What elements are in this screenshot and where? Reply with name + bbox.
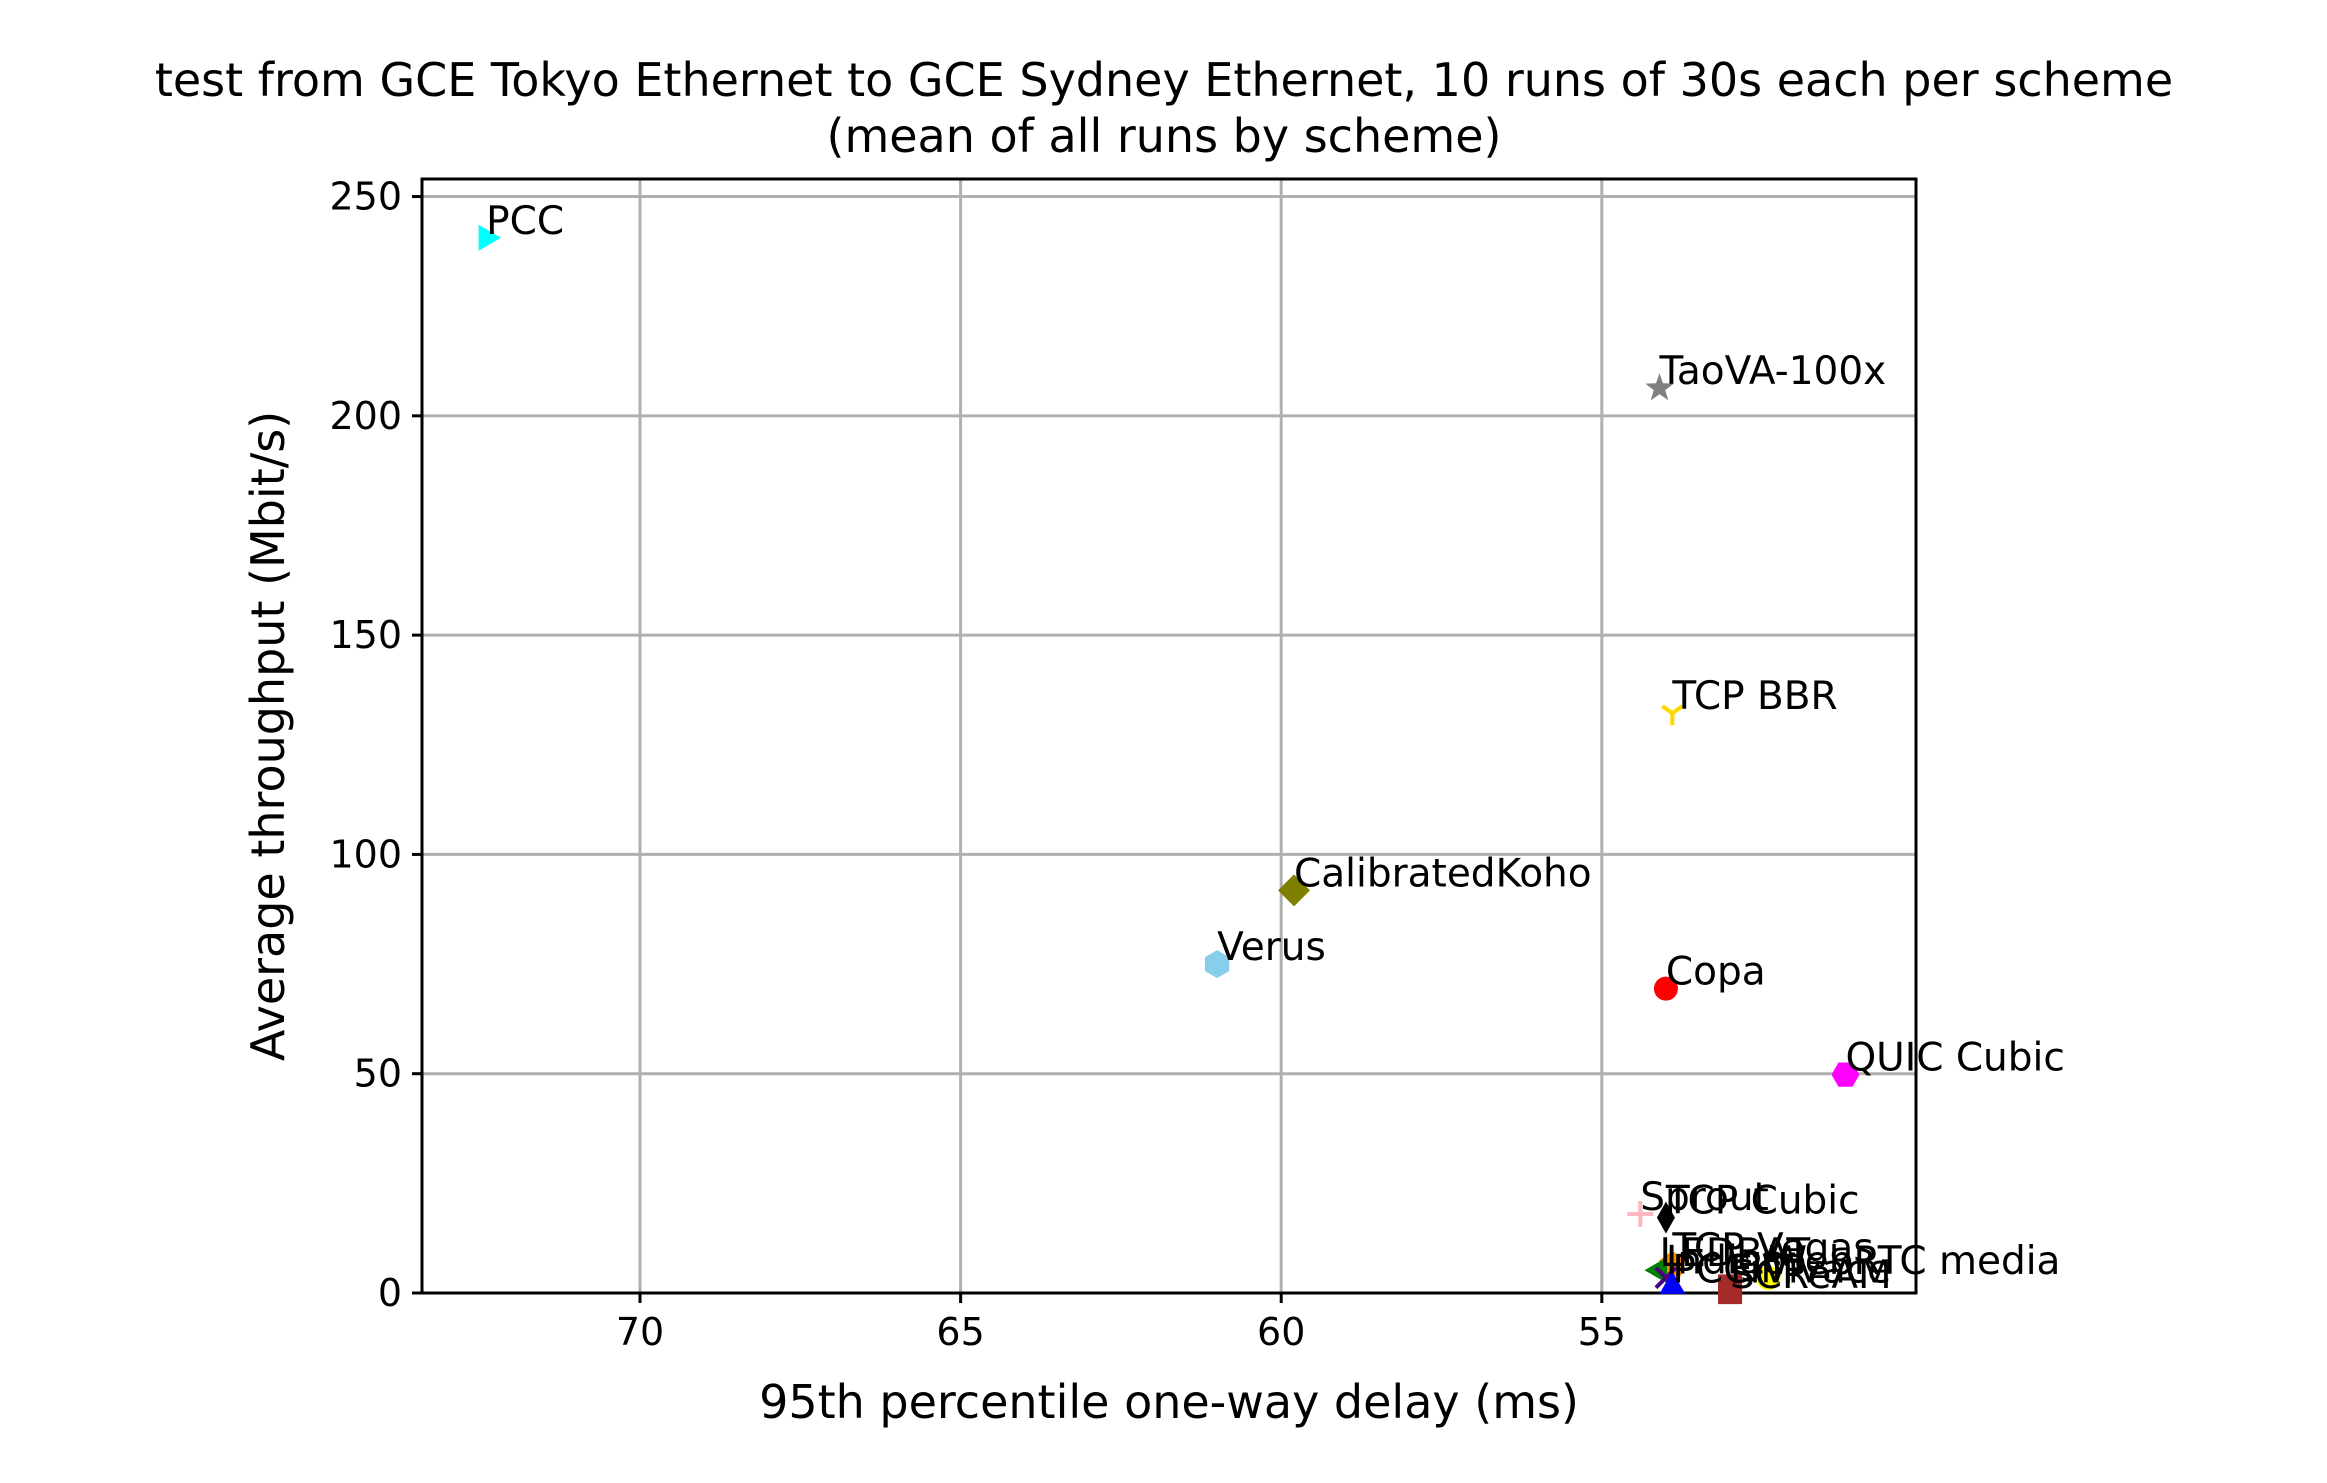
y-tick-label: 50 <box>354 1052 402 1096</box>
y-tick-label: 0 <box>378 1271 402 1315</box>
point-tcp-cubic <box>1656 1201 1675 1234</box>
data-points <box>478 224 1860 1305</box>
plot-frame <box>420 177 1918 1295</box>
point-label-indigo: Indigo <box>1666 1239 1786 1284</box>
point-label-tcp-cubic: TCP Cubic <box>1665 1179 1860 1224</box>
point-label-sprout: Sprout <box>1640 1175 1769 1220</box>
x-axis-label: 95th percentile one-way delay (ms) <box>759 1375 1579 1429</box>
point-quic-cubic <box>1831 1062 1860 1087</box>
x-tick-label: 65 <box>936 1310 984 1354</box>
point-copa <box>1653 976 1678 1001</box>
point-taova-100x <box>1645 373 1674 401</box>
chart-title-line-1: test from GCE Tokyo Ethernet to GCE Sydn… <box>155 53 2173 107</box>
point-webrtc-media <box>1756 1266 1781 1291</box>
x-tick-label: 55 <box>1578 1310 1626 1354</box>
y-tick-label: 200 <box>329 394 402 438</box>
x-tick-label: 60 <box>1257 1310 1305 1354</box>
x-tick-label: 70 <box>616 1310 664 1354</box>
point-label-fillp: FillP <box>1730 1247 1806 1292</box>
point-label-verus: Verus <box>1217 925 1326 970</box>
point-sprout <box>1627 1201 1654 1228</box>
point-label-pcc: PCC <box>486 199 564 244</box>
point-label-pcc-vivace: PCC-Vivace <box>1672 1247 1891 1292</box>
point-label-calibratedkoho: CalibratedKoho <box>1294 851 1592 896</box>
point-label-copa: Copa <box>1666 950 1766 995</box>
point-label-tcp-bbr: TCP BBR <box>1671 674 1837 719</box>
point-pcc <box>478 224 502 251</box>
point-label-taova-100x: TaoVA-100x <box>1659 349 1887 394</box>
point-verus <box>1205 950 1230 979</box>
data-labels: PCC TaoVA-100x TCP BBR CalibratedKoho Verus C… <box>486 199 2065 1298</box>
grid-lines <box>422 179 1916 1295</box>
y-tick-label: 100 <box>329 832 402 876</box>
point-pcc-vivace <box>1659 1271 1686 1294</box>
point-tcp-bbr <box>1661 704 1684 726</box>
axis-ticks: 70 65 60 55 0 50 100 150 200 250 <box>329 175 1626 1354</box>
point-scream <box>1718 1280 1743 1305</box>
point-label-tcp-vegas: TCP Vegas <box>1671 1226 1873 1271</box>
y-axis-label: Average throughput (Mbit/s) <box>241 411 295 1061</box>
y-tick-label: 150 <box>329 613 402 657</box>
point-label-ledbat: LEDBAT <box>1660 1231 1811 1276</box>
y-tick-label: 250 <box>329 175 402 219</box>
point-calibratedkoho <box>1278 874 1310 907</box>
point-label-webrtc-media: WebRTC media <box>1769 1239 2061 1284</box>
chart-title-line-2: (mean of all runs by scheme) <box>827 109 1502 163</box>
point-label-quic-cubic: QUIC Cubic <box>1845 1036 2064 1081</box>
point-label-scream: SCReAM <box>1730 1253 1892 1298</box>
